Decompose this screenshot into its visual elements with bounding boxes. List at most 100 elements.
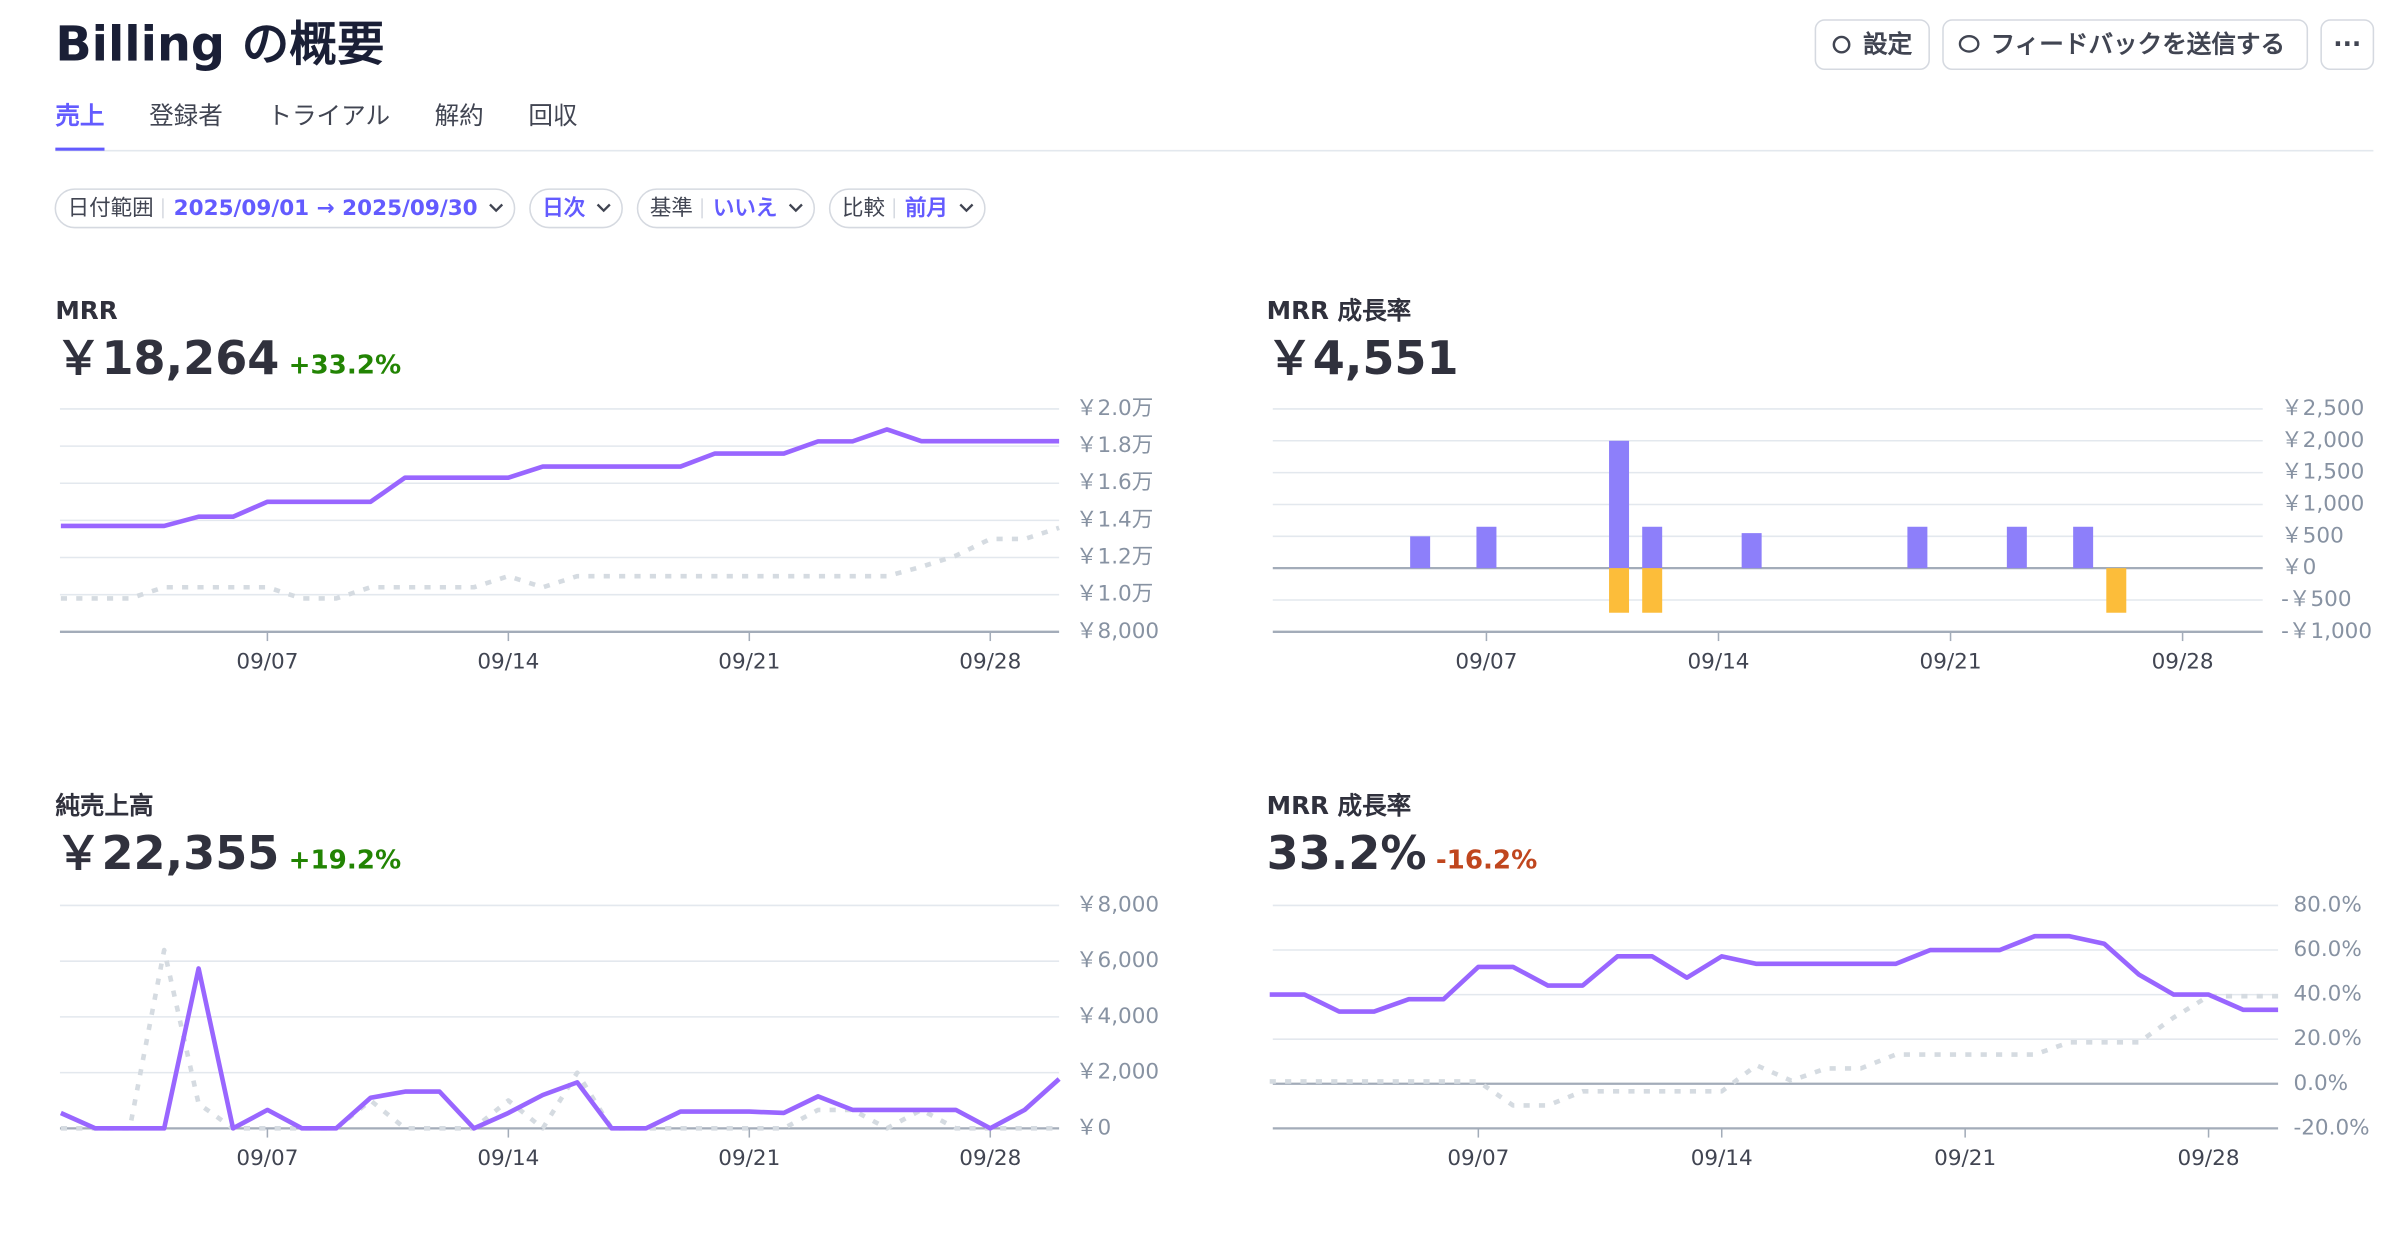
tab[interactable]: 登録者 [149,101,223,130]
chart-title: MRR 成長率 [1267,791,1412,820]
y-tick-label: ￥4,000 [1076,1004,1159,1029]
chevron [596,203,611,213]
header-button-label[interactable]: ··· [2333,29,2361,58]
chevron [788,203,803,213]
y-tick-label: ￥500 [2281,523,2344,548]
x-tick-label: 09/14 [477,1146,539,1171]
header-button-label[interactable]: 設定 [1863,29,1913,58]
bar [1609,568,1630,613]
y-tick-label: -20.0% [2293,1115,2369,1140]
chart-headline: ￥18,264 [55,331,279,385]
y-tick-label: ￥2,500 [2281,396,2364,421]
tab[interactable]: 売上 [55,101,104,130]
x-tick-label: 09/28 [959,650,1021,675]
header-button-label[interactable]: フィードバックを送信する [1991,29,2285,58]
chart-title: MRR [55,296,117,325]
x-tick-label: 09/07 [236,650,298,675]
header-button[interactable] [2320,19,2375,70]
y-tick-label: 20.0% [2293,1026,2361,1051]
comment-icon [1958,35,1980,53]
chart-title: MRR 成長率 [1267,296,1412,325]
chart-change: -16.2% [1436,845,1537,875]
y-tick-label: ￥1,500 [2281,460,2364,485]
x-tick-label: 09/21 [718,1146,780,1171]
bar [1642,568,1663,613]
y-tick-label: ￥1.2万 [1076,545,1153,570]
bar [1642,526,1663,569]
x-tick-label: 09/28 [959,1146,1021,1171]
chevron [489,203,504,213]
chart-title: 純売上高 [55,791,153,820]
series-line [60,427,1060,529]
x-tick-label: 09/28 [2178,1146,2240,1171]
filter-value[interactable]: 2025/09/01 → 2025/09/30 [174,196,478,221]
bar [1410,536,1431,569]
y-tick-label: ￥1.6万 [1076,470,1153,495]
tab-underline [55,147,105,151]
x-tick-label: 09/07 [236,1146,298,1171]
y-tick-label: ￥0 [1076,1115,1111,1140]
y-tick-label: ￥8,000 [1076,619,1159,644]
x-tick-label: 09/21 [1920,650,1982,675]
filter-pill[interactable] [54,188,516,229]
tab[interactable]: 回収 [528,101,577,130]
y-tick-label: ￥1,000 [2281,491,2364,516]
chart-headline: 33.2% [1267,826,1427,880]
bar [2106,568,2127,613]
y-tick-label: 40.0% [2293,982,2361,1007]
tab[interactable]: トライアル [267,101,390,130]
bar [2006,526,2027,569]
filter-label[interactable]: 比較 [842,196,885,221]
y-tick-label: ￥2,000 [2281,428,2364,453]
filter-value[interactable]: 日次 [542,195,586,221]
x-tick-label: 09/14 [1691,1146,1753,1171]
chart-headline: ￥4,551 [1267,331,1459,385]
chart-headline: ￥22,355 [55,826,279,880]
tab[interactable]: 解約 [435,101,484,130]
x-tick-label: 09/21 [718,650,780,675]
filter-value[interactable]: 前月 [905,195,948,221]
filter-pill[interactable] [828,188,986,229]
y-tick-label: ￥1.0万 [1076,582,1153,607]
filter-label[interactable]: 基準 [650,196,693,221]
comparison-line [60,947,1060,1131]
x-tick-label: 09/07 [1455,650,1517,675]
filter-pill[interactable] [636,188,816,229]
y-tick-label: ￥1.4万 [1076,507,1153,532]
filter-label[interactable]: 日付範囲 [68,196,154,221]
y-tick-label: ￥8,000 [1076,892,1159,917]
y-tick-label: -￥500 [2281,587,2351,612]
x-tick-label: 09/21 [1934,1146,1996,1171]
chevron [959,203,974,213]
bar [1476,526,1497,569]
filter-value[interactable]: いいえ [713,196,778,221]
y-tick-label: ￥1.8万 [1076,433,1153,458]
y-tick-label: ￥0 [2281,555,2316,580]
filter-pill[interactable] [529,188,623,229]
comparison-line [1269,993,2279,1108]
y-tick-label: ￥2.0万 [1076,396,1153,421]
chart-change: +19.2% [289,845,402,875]
x-tick-label: 09/28 [2152,650,2214,675]
y-tick-label: -￥1,000 [2281,619,2372,644]
header-button[interactable] [1814,19,1930,70]
bar [1609,440,1630,569]
y-tick-label: 0.0% [2293,1071,2348,1096]
bar [2073,526,2094,569]
gear-icon [1832,35,1851,54]
header-button[interactable] [1942,19,2309,70]
y-tick-label: ￥2,000 [1076,1060,1159,1085]
series-line [1269,933,2279,1014]
series-line [59,966,1061,1131]
bar [1907,526,1928,569]
x-tick-label: 09/14 [477,650,539,675]
y-tick-label: ￥6,000 [1076,948,1159,973]
bar [1741,533,1762,569]
y-tick-label: 60.0% [2293,937,2361,962]
x-tick-label: 09/07 [1447,1146,1509,1171]
chart-change: +33.2% [289,350,402,380]
comparison-line [60,525,1060,601]
x-tick-label: 09/14 [1687,650,1749,675]
